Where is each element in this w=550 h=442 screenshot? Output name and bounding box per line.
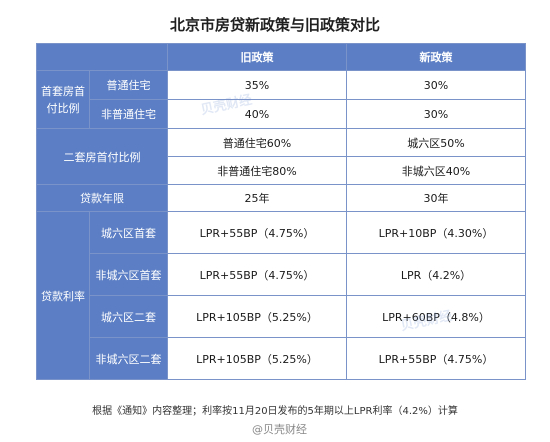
table-header-row: 旧政策 新政策 — [36, 43, 526, 71]
row-type-label: 非城六区首套 — [89, 253, 168, 296]
table-row: 二套房首付比例 普通住宅60% 城六区50% — [36, 128, 526, 185]
old-value: LPR+105BP（5.25%） — [167, 295, 347, 338]
new-value: 城六区50% — [346, 128, 526, 157]
new-value: 30% — [346, 99, 526, 129]
row-type-label: 非普通住宅 — [89, 99, 168, 129]
table-row: 非普通住宅 40% 30% — [37, 99, 526, 129]
header-blank-cell — [36, 43, 168, 71]
new-value: 非城六区40% — [346, 156, 526, 185]
old-value: LPR+55BP（4.75%） — [167, 211, 347, 254]
comparison-table: 旧政策 新政策 首套房首付比例 普通住宅 35% 30% 非普通住宅 40% 3… — [36, 43, 526, 380]
row-type-label: 城六区首套 — [89, 211, 168, 254]
old-value: 普通住宅60% — [167, 128, 347, 157]
table-row: 城六区二套 LPR+105BP（5.25%） LPR+60BP（4.8%） — [37, 295, 526, 338]
footnote: 根据《通知》内容整理；利率按11月20日发布的5年期以上LPR利率（4.2%）计… — [92, 406, 458, 417]
table-row: 非城六区二套 LPR+105BP（5.25%） LPR+55BP（4.75%） — [37, 337, 526, 380]
new-value: 30年 — [346, 184, 526, 212]
source-credit: @贝壳财经 — [252, 423, 307, 436]
old-value: LPR+55BP（4.75%） — [167, 253, 347, 296]
new-value: LPR+60BP（4.8%） — [346, 295, 526, 338]
header-old-policy: 旧政策 — [167, 43, 347, 71]
loan-rate-label: 贷款利率 — [36, 211, 90, 380]
header-new-policy: 新政策 — [346, 43, 526, 71]
table-row: 贷款年限 25年 30年 — [36, 184, 526, 212]
row-type-label: 非城六区二套 — [89, 337, 168, 380]
new-value: LPR+55BP（4.75%） — [346, 337, 526, 380]
first-home-downpayment-label: 首套房首付比例 — [36, 70, 90, 129]
new-value: LPR（4.2%） — [346, 253, 526, 296]
table-row: 非普通住宅80% 非城六区40% — [37, 156, 526, 185]
table-row: 首套房首付比例 普通住宅 35% 30% — [36, 70, 526, 129]
old-value: 25年 — [167, 184, 347, 212]
old-value: 40% — [167, 99, 347, 129]
old-value: 35% — [167, 70, 347, 100]
old-value: 非普通住宅80% — [167, 156, 347, 185]
loan-term-label: 贷款年限 — [36, 184, 168, 212]
table-row: 贷款利率 城六区首套 LPR+55BP（4.75%） LPR+10BP（4.30… — [36, 211, 526, 380]
row-type-label: 普通住宅 — [89, 70, 168, 100]
table-row: 非城六区首套 LPR+55BP（4.75%） LPR（4.2%） — [37, 253, 526, 296]
old-value: LPR+105BP（5.25%） — [167, 337, 347, 380]
new-value: 30% — [346, 70, 526, 100]
row-type-label: 城六区二套 — [89, 295, 168, 338]
page-title: 北京市房贷新政策与旧政策对比 — [169, 16, 380, 34]
new-value: LPR+10BP（4.30%） — [346, 211, 526, 254]
second-home-downpayment-label: 二套房首付比例 — [36, 128, 168, 185]
